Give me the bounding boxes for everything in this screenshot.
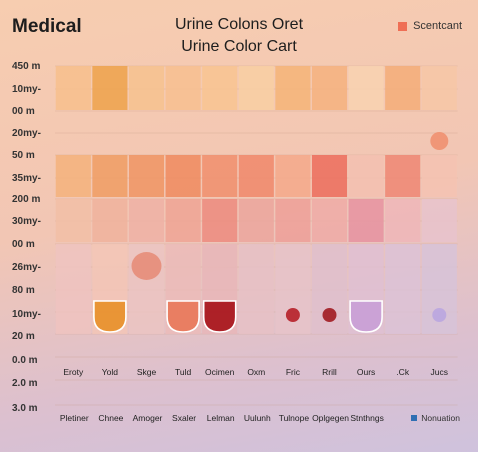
cell-band0-col0 — [55, 66, 91, 110]
cell-band1-col10 — [421, 155, 457, 197]
cell-band2-col9 — [385, 199, 421, 242]
cell-band2-col10 — [421, 199, 457, 242]
cell-band0-col8 — [348, 66, 384, 110]
cell-band3-col5 — [238, 244, 274, 334]
x-tick-label-row2-5: Uulunh — [244, 413, 271, 423]
cell-band1-col8 — [348, 155, 384, 197]
y-tick-label-7: 30my- — [12, 216, 41, 227]
chart-title-line1: Urine Colons Oret — [174, 16, 304, 33]
x-tick-label-row2-4: Lelman — [207, 413, 235, 423]
y-tick-label-15: 3.0 m — [12, 403, 38, 414]
y-tick-label-10: 80 m — [12, 285, 35, 296]
chart-title-line2: Urine Color Cart — [181, 38, 297, 55]
y-tick-label-0: 450 m — [12, 61, 40, 72]
y-tick-label-8: 00 m — [12, 239, 35, 250]
cell-band2-col4 — [202, 199, 238, 242]
marker-dot-8 — [430, 132, 449, 150]
cell-band1-col5 — [238, 155, 274, 197]
y-tick-label-3: 20my- — [12, 128, 41, 139]
y-tick-label-6: 200 m — [12, 194, 40, 205]
cell-band0-col9 — [385, 66, 421, 110]
marker-dot-5 — [322, 308, 337, 322]
x-tick-label-2: Skge — [137, 367, 157, 377]
x-tick-label-row2-3: Sxaler — [172, 413, 196, 423]
cell-band1-col3 — [165, 155, 201, 197]
y-tick-label-2: 00 m — [12, 106, 35, 117]
marker-beaker-6 — [349, 300, 383, 333]
cell-band2-col0 — [55, 199, 91, 242]
y-tick-label-1: 10my- — [12, 84, 41, 95]
cell-band1-col7 — [311, 155, 348, 197]
cell-band1-col1 — [92, 155, 128, 197]
x-tick-label-0: Eroty — [63, 367, 84, 377]
cell-band2-col3 — [165, 199, 201, 242]
x-tick-label-5: Oxm — [247, 367, 265, 377]
x-tick-label-row2-1: Chnee — [98, 413, 123, 423]
cell-band1-col0 — [55, 155, 91, 197]
x-tick-label-3: Tuld — [175, 367, 191, 377]
cell-band0-col5 — [238, 66, 274, 110]
marker-beaker-2 — [166, 300, 200, 333]
cell-band2-col7 — [311, 199, 348, 242]
x-tick-label-1: Yold — [102, 367, 119, 377]
cell-band0-col7 — [311, 66, 348, 110]
y-tick-label-9: 26my- — [12, 262, 41, 273]
cell-band0-col6 — [275, 66, 311, 110]
x-tick-label-row2-8: Stnthngs — [350, 413, 384, 423]
cell-band2-col8 — [348, 199, 384, 242]
cell-band2-col1 — [92, 199, 128, 242]
x-tick-label-4: Ocimen — [205, 367, 235, 377]
cell-band0-col4 — [202, 66, 238, 110]
cell-band1-col4 — [202, 155, 238, 197]
legend-top-label: Scentcant — [413, 20, 462, 32]
cell-band1-col9 — [385, 155, 421, 197]
x-tick-label-7: Rrill — [322, 367, 337, 377]
y-tick-label-13: 0.0 m — [12, 355, 38, 366]
cell-band0-col10 — [421, 66, 457, 110]
marker-beaker-3 — [202, 300, 237, 333]
x-tick-label-row2-7: Oplgegen — [312, 413, 349, 423]
legend-bottom: Nonuation — [411, 413, 460, 423]
marker-blob-1 — [131, 252, 162, 280]
legend-bottom-swatch — [411, 415, 418, 421]
x-tick-label-row2-2: Amoger — [133, 413, 163, 423]
marker-dot-7 — [432, 308, 447, 322]
y-tick-label-14: 2.0 m — [12, 378, 38, 389]
cell-band1-col2 — [128, 155, 165, 197]
x-tick-label-8: Ours — [357, 367, 375, 377]
legend-bottom-label: Nonuation — [421, 413, 460, 423]
x-tick-label-9: .Ck — [396, 367, 410, 377]
cell-band2-col6 — [275, 199, 311, 242]
y-tick-label-5: 35my- — [12, 173, 41, 184]
cell-band2-col5 — [238, 199, 274, 242]
x-tick-label-row2-6: Tulnope — [279, 413, 310, 423]
cell-band3-col0 — [55, 244, 91, 334]
cell-band1-col6 — [275, 155, 311, 197]
x-tick-label-row2-0: Pletiner — [60, 413, 89, 423]
x-tick-label-6: Fric — [286, 367, 301, 377]
x-tick-label-10: Jucs — [431, 367, 448, 377]
marker-dot-4 — [285, 308, 300, 322]
legend-top-swatch — [398, 21, 408, 31]
y-tick-label-4: 50 m — [12, 150, 35, 161]
cell-band0-col1 — [92, 66, 128, 110]
legend-top: Scentcant — [398, 20, 462, 32]
y-tick-label-11: 10my- — [12, 309, 41, 320]
cell-band0-col3 — [165, 66, 201, 110]
cell-band0-col2 — [128, 66, 165, 110]
cell-band3-col9 — [385, 244, 421, 334]
marker-beaker-0 — [93, 300, 127, 333]
y-tick-label-12: 20 m — [12, 331, 35, 342]
cell-band2-col2 — [128, 199, 165, 242]
brand-title: Medical — [12, 16, 82, 37]
